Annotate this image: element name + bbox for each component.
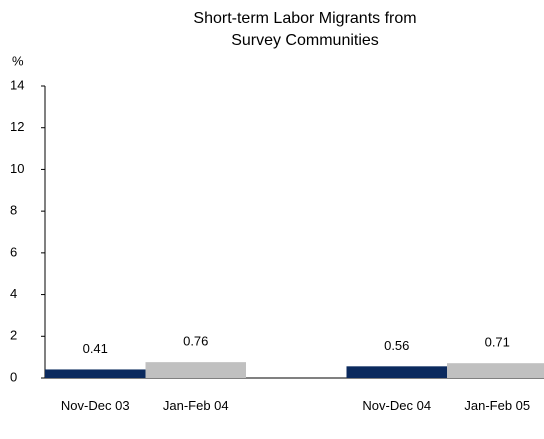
value-label: 0.71: [485, 335, 510, 350]
x-tick-label: Jan-Feb 05: [464, 398, 531, 413]
x-tick-label: Nov-Dec 04: [362, 398, 432, 413]
x-tick-label: Nov-Dec 03: [60, 398, 130, 413]
y-tick-label: 2: [10, 328, 17, 343]
value-label: 0.76: [183, 334, 208, 349]
y-tick-label: 0: [10, 369, 17, 384]
y-tick-label: 14: [10, 77, 24, 92]
bar: [346, 366, 447, 378]
value-label: 0.41: [83, 341, 108, 356]
y-tick-label: 4: [10, 286, 17, 301]
y-tick-label: 10: [10, 161, 24, 176]
y-tick-label: 12: [10, 119, 24, 134]
bar: [447, 363, 544, 378]
bar: [45, 369, 146, 378]
chart-title: Short-term Labor Migrants from Survey Co…: [193, 10, 417, 49]
y-axis-label: %: [12, 53, 24, 68]
y-tick-label: 6: [10, 244, 17, 259]
bar: [145, 362, 246, 378]
y-tick-label: 8: [10, 203, 17, 218]
x-tick-label: Jan-Feb 04: [162, 398, 229, 413]
value-label: 0.56: [384, 338, 409, 353]
